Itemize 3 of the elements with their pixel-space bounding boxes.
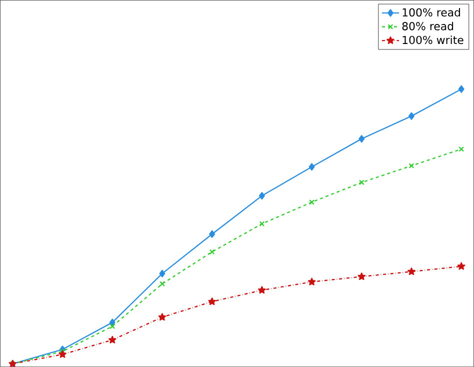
legend-label: 80% read: [402, 22, 454, 30]
legend-label: 100% read: [402, 8, 460, 16]
legend-label: 100% write: [402, 36, 464, 44]
